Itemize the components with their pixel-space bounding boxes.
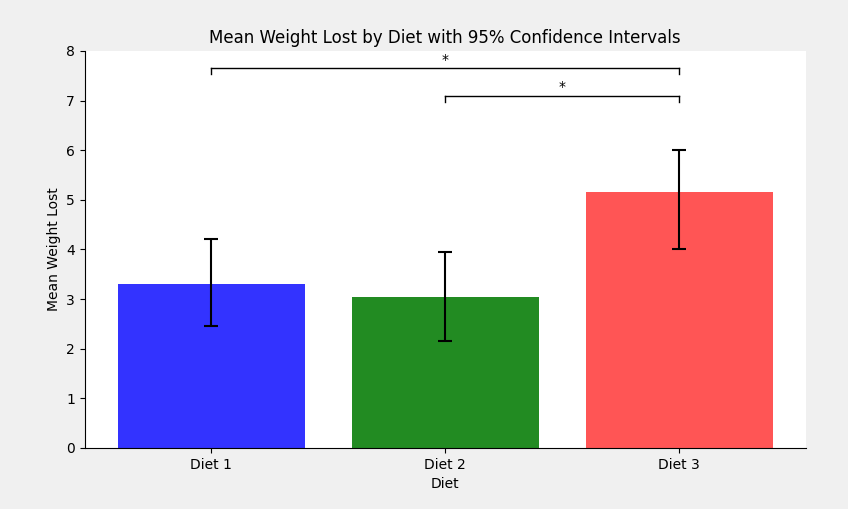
Y-axis label: Mean Weight Lost: Mean Weight Lost bbox=[47, 187, 61, 312]
Title: Mean Weight Lost by Diet with 95% Confidence Intervals: Mean Weight Lost by Diet with 95% Confid… bbox=[209, 29, 681, 46]
Bar bbox=[352, 297, 538, 448]
Bar bbox=[118, 284, 304, 448]
Text: *: * bbox=[559, 80, 566, 94]
Bar bbox=[586, 192, 773, 448]
X-axis label: Diet: Diet bbox=[431, 477, 460, 491]
Text: *: * bbox=[442, 53, 449, 67]
